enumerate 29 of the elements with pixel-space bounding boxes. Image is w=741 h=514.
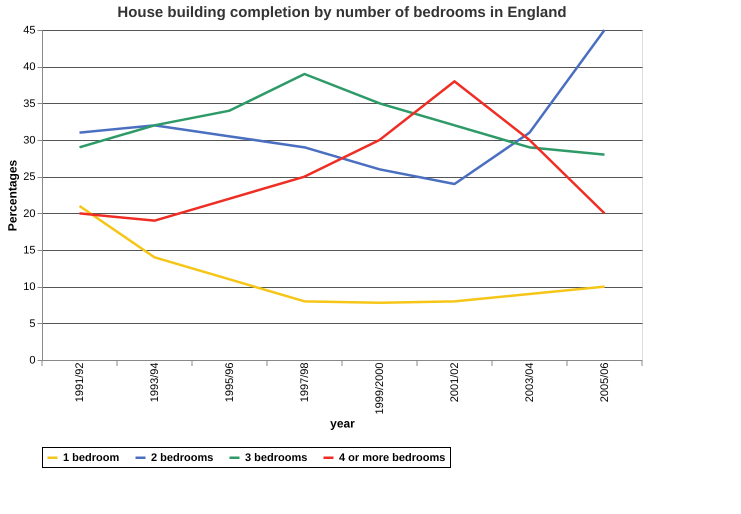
legend-label: 4 or more bedrooms [339, 452, 446, 464]
y-tick-label: 15 [23, 244, 36, 256]
y-axis-title: Percentages [5, 159, 20, 232]
y-tick-label: 20 [23, 208, 36, 220]
x-tick-label: 1995/96 [224, 362, 236, 402]
line-series [78, 204, 606, 304]
x-tick-label: 1991/92 [74, 362, 86, 402]
x-tick-label: 2001/02 [449, 362, 461, 402]
y-tick-label: 30 [23, 134, 36, 146]
y-tick-label: 35 [23, 98, 36, 110]
y-tick-label: 0 [29, 354, 36, 366]
legend-label: 3 bedrooms [245, 452, 308, 464]
y-tick-label: 45 [23, 24, 36, 36]
line-series [78, 28, 606, 186]
x-tick-label: 2003/04 [524, 362, 536, 402]
x-tick-label: 1997/98 [299, 362, 311, 402]
legend-label: 1 bedroom [63, 452, 120, 464]
x-tick-label: 1999/2000 [374, 362, 386, 414]
x-tick-label: 2005/06 [599, 362, 611, 402]
x-tick-label: 1993/94 [149, 362, 161, 402]
legend-label: 2 bedrooms [151, 452, 214, 464]
y-tick-label: 5 [29, 318, 36, 330]
line-series [78, 80, 606, 222]
x-axis-title: year [330, 416, 356, 430]
chart-title: House building completion by number of bedrooms in England [117, 4, 567, 21]
line-series [78, 72, 606, 156]
y-tick-label: 25 [23, 171, 36, 184]
y-tick-label: 10 [23, 281, 36, 294]
y-tick-label: 40 [23, 61, 36, 74]
